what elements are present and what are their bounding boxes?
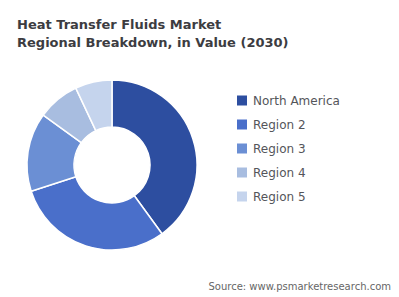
svg-text:Region 5: Region 5 xyxy=(253,190,306,204)
svg-text:Regional Breakdown, in Value (: Regional Breakdown, in Value (2030) xyxy=(17,35,289,50)
svg-text:Region 3: Region 3 xyxy=(253,142,306,156)
svg-text:Source: www.psmarketresearch.c: Source: www.psmarketresearch.com xyxy=(208,281,391,292)
svg-text:Region 2: Region 2 xyxy=(253,118,306,132)
svg-text:Heat Transfer Fluids Market: Heat Transfer Fluids Market xyxy=(17,17,221,32)
svg-text:Region 4: Region 4 xyxy=(253,166,306,180)
svg-text:North America: North America xyxy=(253,94,340,108)
